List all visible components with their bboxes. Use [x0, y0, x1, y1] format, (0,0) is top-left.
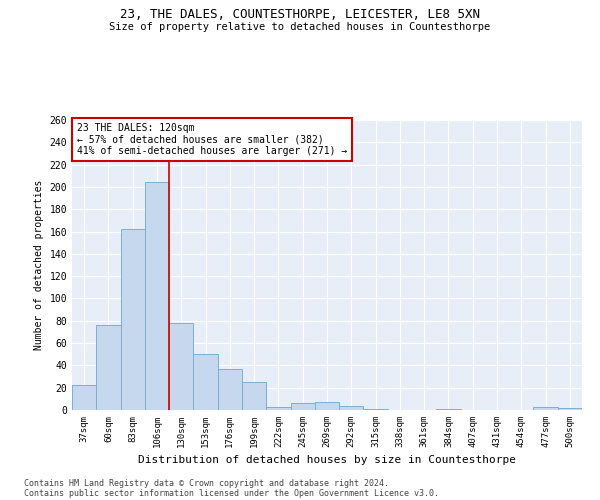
Bar [290, 404, 315, 410]
Bar [339, 406, 364, 410]
Bar [266, 406, 290, 410]
Text: Contains HM Land Registry data © Crown copyright and database right 2024.: Contains HM Land Registry data © Crown c… [24, 478, 389, 488]
Bar [242, 382, 266, 410]
Bar [121, 230, 145, 410]
Bar [193, 354, 218, 410]
Text: 23 THE DALES: 120sqm
← 57% of detached houses are smaller (382)
41% of semi-deta: 23 THE DALES: 120sqm ← 57% of detached h… [77, 123, 347, 156]
Bar [364, 409, 388, 410]
Bar [218, 368, 242, 410]
Text: Contains public sector information licensed under the Open Government Licence v3: Contains public sector information licen… [24, 488, 439, 498]
Bar [145, 182, 169, 410]
Bar [533, 406, 558, 410]
Bar [96, 325, 121, 410]
Bar [558, 408, 582, 410]
Bar [72, 386, 96, 410]
Text: Size of property relative to detached houses in Countesthorpe: Size of property relative to detached ho… [109, 22, 491, 32]
Bar [315, 402, 339, 410]
Y-axis label: Number of detached properties: Number of detached properties [34, 180, 44, 350]
Text: 23, THE DALES, COUNTESTHORPE, LEICESTER, LE8 5XN: 23, THE DALES, COUNTESTHORPE, LEICESTER,… [120, 8, 480, 20]
Bar [436, 409, 461, 410]
Bar [169, 323, 193, 410]
X-axis label: Distribution of detached houses by size in Countesthorpe: Distribution of detached houses by size … [138, 456, 516, 466]
